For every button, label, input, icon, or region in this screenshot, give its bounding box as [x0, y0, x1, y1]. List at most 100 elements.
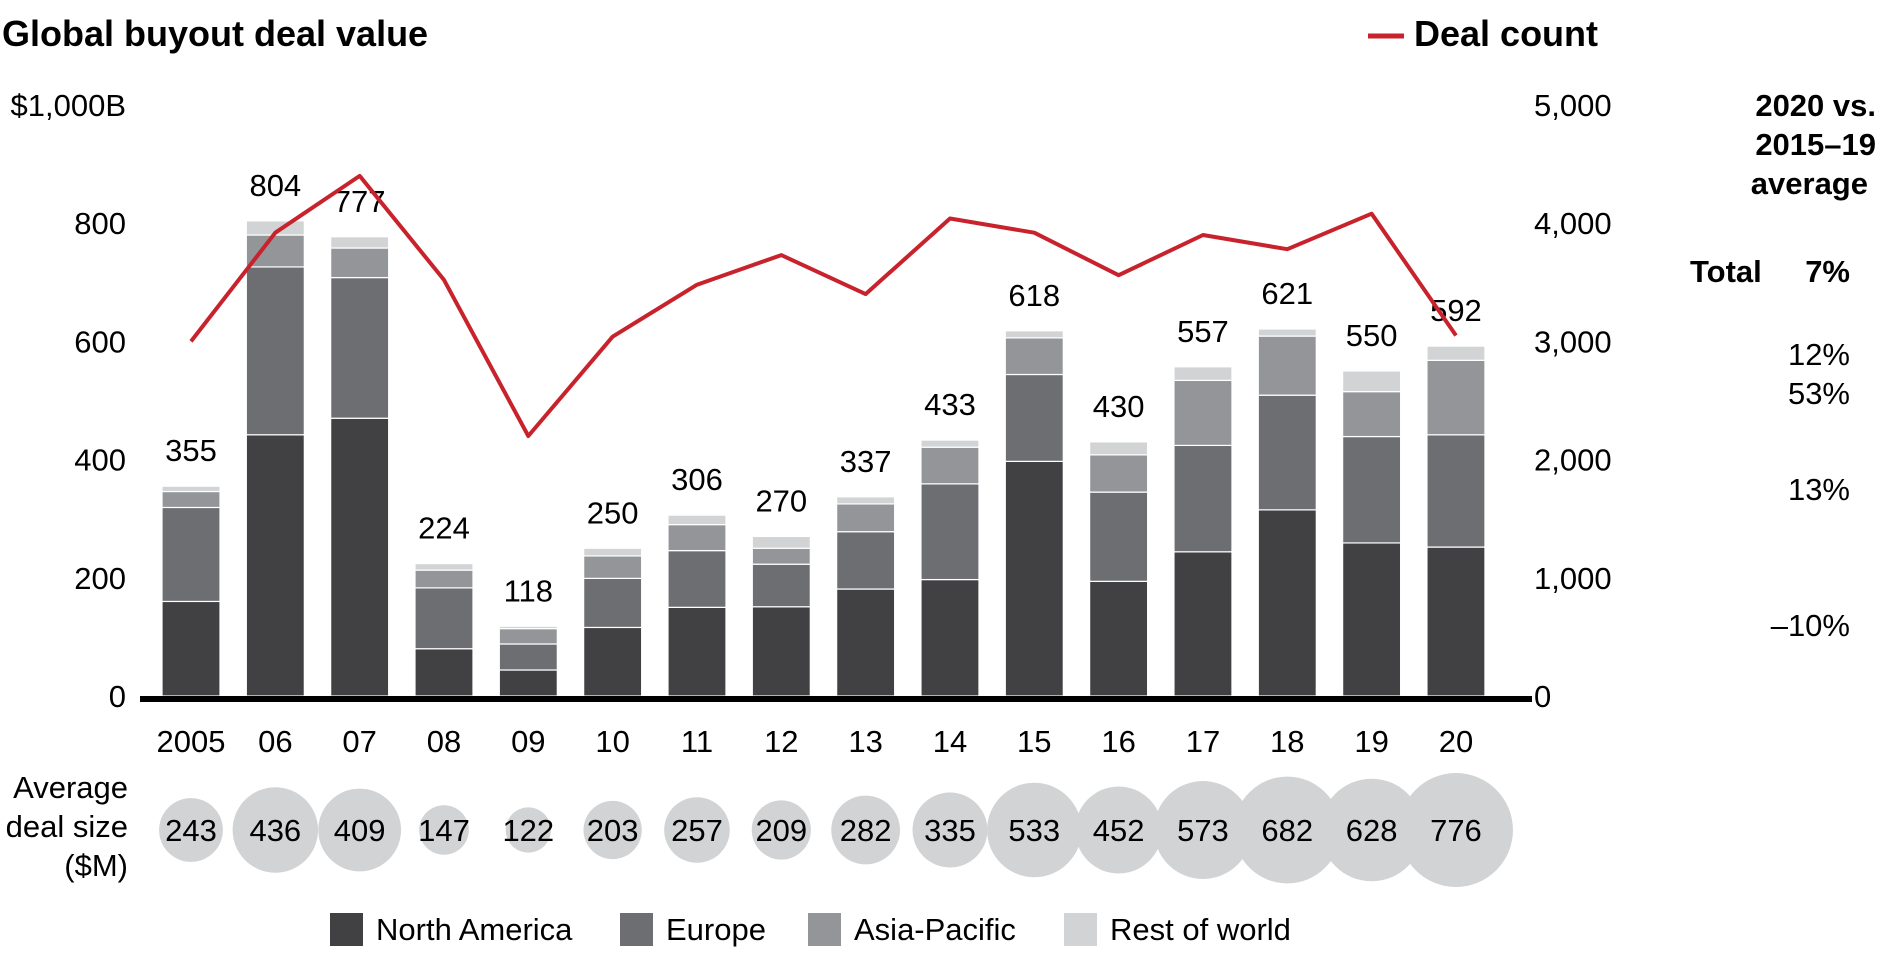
x-tick-label: 14 [933, 724, 967, 759]
bar-segment [920, 483, 980, 581]
avg-deal-size-bubble [1233, 776, 1341, 884]
bar-segment [667, 550, 727, 608]
avg-deal-size-value: 533 [1008, 813, 1060, 848]
avg-deal-size-bubble [831, 795, 901, 865]
right-axis-tick: 3,000 [1534, 324, 1612, 359]
bar-total-label: 618 [1008, 278, 1060, 313]
bar-segment [498, 625, 558, 630]
x-tick-label: 17 [1186, 724, 1220, 759]
avg-deal-size-value: 409 [334, 813, 386, 848]
avg-deal-size-bubble [318, 788, 402, 872]
bar-segment [1342, 370, 1402, 393]
bar-segment [836, 531, 896, 590]
bar-segment [1089, 580, 1149, 697]
bar-segment [836, 588, 896, 697]
avg-deal-size-value: 436 [249, 813, 301, 848]
bar-segment [498, 643, 558, 671]
left-axis: $1,000B 800 600 400 200 0 [11, 88, 127, 714]
left-axis-tick: 600 [74, 324, 126, 359]
avg-deal-size-value: 203 [587, 813, 639, 848]
avg-deal-size-bubble [987, 782, 1082, 878]
x-tick-label: 19 [1354, 724, 1388, 759]
bar-segment [414, 587, 474, 650]
bar-total-label: 224 [418, 511, 470, 546]
x-tick-label: 2005 [157, 724, 226, 759]
bar-segment [667, 606, 727, 697]
bar-segment [1257, 509, 1317, 697]
avg-deal-size-bubble [419, 805, 469, 855]
right-axis: 5,000 4,000 3,000 2,000 1,000 0 [1534, 88, 1612, 714]
x-tick-label: 07 [342, 724, 376, 759]
avg-deal-size-value: 147 [418, 813, 470, 848]
left-axis-tick: $1,000B [11, 88, 127, 123]
right-axis-tick: 0 [1534, 679, 1551, 714]
avg-deal-size-bubble [664, 797, 730, 863]
bar-segment [1426, 546, 1486, 697]
bar-segment [1426, 345, 1486, 361]
bar-segment [330, 247, 390, 279]
x-tick-label: 12 [764, 724, 798, 759]
avg-label-line-3: ($M) [64, 848, 128, 883]
avg-deal-size-bubble [1320, 778, 1423, 882]
bar-segment [1089, 491, 1149, 582]
bar-segment [414, 563, 474, 571]
bar-total-label: 433 [924, 387, 976, 422]
x-tick-label: 13 [848, 724, 882, 759]
x-tick-label: 08 [427, 724, 461, 759]
bar-segment [330, 276, 390, 419]
bar-segment [920, 446, 980, 485]
bar-segment [583, 555, 643, 579]
bar-total-label: 337 [840, 444, 892, 479]
bar-segment [330, 417, 390, 697]
bar-segment [836, 503, 896, 533]
bar-segment [1257, 335, 1317, 396]
bar-segment [1342, 435, 1402, 544]
legend-swatch [620, 913, 653, 946]
legend-label: Asia-Pacific [854, 912, 1016, 947]
bar-segment [1004, 330, 1064, 339]
bar-segment [751, 535, 811, 549]
chart-title: Global buyout deal value [2, 13, 428, 54]
bar-total-label: 804 [249, 168, 301, 203]
x-tick-label: 11 [681, 724, 713, 759]
avg-deal-size-value: 122 [502, 813, 554, 848]
comparison-header-3: average [1751, 166, 1868, 201]
avg-deal-size-label: Average deal size ($M) [6, 770, 128, 883]
x-tick-label: 09 [511, 724, 545, 759]
bar-segment [1173, 366, 1233, 382]
bar-segment [920, 439, 980, 448]
right-axis-tick: 2,000 [1534, 443, 1612, 478]
comparison-rest-of-world: –10% [1771, 608, 1850, 643]
bar-segment [414, 648, 474, 697]
right-axis-tick: 5,000 [1534, 88, 1612, 123]
legend: North America Europe Asia-Pacific Rest of w… [330, 912, 1291, 947]
bar-total-label: 270 [755, 483, 807, 518]
comparison-panel: 2020 vs. 2015–19 average Total 7% 12% 53… [1690, 88, 1876, 643]
left-axis-tick: 200 [74, 561, 126, 596]
bar-segment [1004, 337, 1064, 376]
legend-label: Europe [666, 912, 766, 947]
deal-count-line [189, 173, 1458, 438]
bar-segment [1173, 444, 1233, 553]
bar-total-label: 621 [1261, 276, 1313, 311]
bar-total-label: 557 [1177, 314, 1229, 349]
avg-deal-size-value: 573 [1177, 813, 1229, 848]
bar-segment [751, 563, 811, 608]
x-tick-label: 18 [1270, 724, 1304, 759]
x-tick-label: 15 [1017, 724, 1051, 759]
bar-series [161, 220, 1486, 697]
avg-deal-size-bubbles: 243 436 409 147 122 203 257 209 282 335 533 452 573 6… [159, 773, 1513, 887]
avg-deal-size-value: 452 [1093, 813, 1145, 848]
bar-segment [583, 547, 643, 557]
bar-segment [920, 578, 980, 697]
bar-segment [1257, 328, 1317, 337]
avg-deal-size-value: 282 [840, 813, 892, 848]
bar-segment [414, 569, 474, 589]
right-axis-tick: 4,000 [1534, 206, 1612, 241]
bar-segment [1004, 373, 1064, 462]
x-tick-label: 06 [258, 724, 292, 759]
bar-segment [161, 506, 221, 603]
bar-total-label: 118 [504, 573, 553, 608]
legend-label: Rest of world [1110, 912, 1291, 947]
